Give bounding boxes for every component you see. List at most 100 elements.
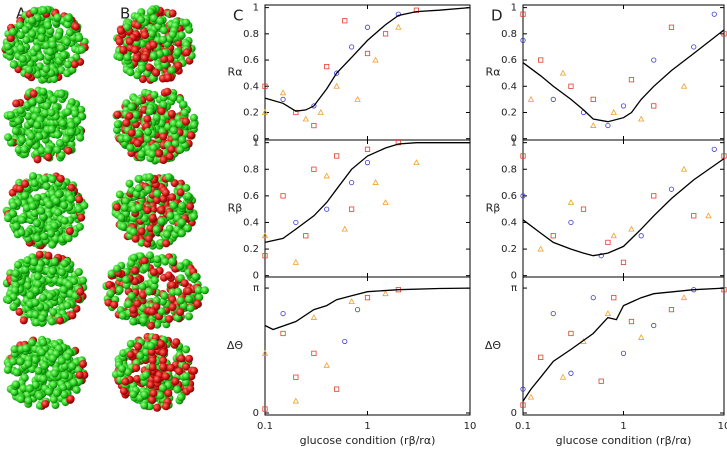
cell bbox=[19, 384, 28, 393]
cell bbox=[40, 232, 49, 241]
cell bbox=[39, 87, 48, 96]
cell bbox=[22, 35, 31, 44]
point bbox=[341, 225, 348, 232]
cell bbox=[17, 228, 26, 237]
cell bbox=[3, 42, 12, 51]
point bbox=[705, 212, 712, 219]
cell bbox=[18, 54, 27, 63]
cell bbox=[159, 35, 168, 44]
cell bbox=[147, 347, 156, 356]
cell bbox=[10, 345, 19, 354]
cell bbox=[44, 21, 52, 30]
point bbox=[311, 350, 317, 356]
cell bbox=[150, 90, 159, 99]
point bbox=[280, 330, 286, 337]
point bbox=[310, 314, 318, 320]
point bbox=[348, 298, 355, 305]
cell bbox=[148, 356, 157, 365]
point bbox=[721, 287, 727, 293]
mean-line bbox=[522, 158, 725, 257]
cell bbox=[119, 46, 128, 54]
cell bbox=[59, 285, 68, 294]
cell bbox=[42, 41, 51, 50]
cell bbox=[182, 183, 191, 192]
point bbox=[520, 11, 526, 17]
cell bbox=[45, 292, 54, 301]
point bbox=[598, 253, 604, 259]
point bbox=[261, 232, 269, 239]
cell bbox=[36, 52, 45, 61]
cell bbox=[149, 389, 158, 398]
cell bbox=[48, 267, 57, 275]
cell bbox=[174, 61, 183, 70]
cell bbox=[164, 389, 173, 398]
point bbox=[550, 96, 556, 102]
cell bbox=[125, 37, 134, 46]
cell bbox=[39, 338, 48, 347]
cell bbox=[126, 143, 135, 152]
cell bbox=[6, 111, 15, 120]
point bbox=[311, 166, 317, 172]
y-tick-label: 0.4 bbox=[243, 217, 259, 228]
cell bbox=[75, 195, 84, 204]
y-tick-label: 0.2 bbox=[243, 244, 259, 255]
point bbox=[668, 186, 675, 192]
cell bbox=[24, 359, 33, 368]
cell bbox=[105, 280, 114, 289]
point bbox=[364, 24, 371, 30]
cell bbox=[79, 360, 87, 368]
cell bbox=[159, 348, 168, 357]
cell bbox=[159, 363, 168, 372]
cell bbox=[30, 6, 39, 15]
point bbox=[262, 253, 268, 259]
cell bbox=[75, 371, 84, 379]
cell bbox=[127, 128, 136, 137]
cell bbox=[122, 119, 131, 127]
y-tick-label: 0.6 bbox=[243, 55, 259, 66]
point bbox=[349, 44, 355, 50]
cell bbox=[11, 127, 20, 135]
cell bbox=[23, 256, 32, 265]
x-tick-label: 0.1 bbox=[257, 421, 273, 432]
cell bbox=[164, 73, 173, 82]
cell bbox=[48, 40, 57, 49]
cell bbox=[21, 265, 30, 274]
cell bbox=[60, 390, 69, 399]
cell bbox=[190, 366, 198, 375]
cell bbox=[146, 251, 154, 260]
cell bbox=[132, 364, 141, 373]
cell bbox=[40, 174, 49, 183]
point bbox=[527, 95, 535, 102]
cell bbox=[180, 279, 189, 288]
cell bbox=[185, 354, 194, 363]
y-tick-label: π bbox=[511, 283, 517, 294]
cell bbox=[169, 126, 178, 135]
point bbox=[280, 193, 286, 199]
cell bbox=[48, 240, 57, 249]
cell bbox=[40, 361, 49, 370]
point bbox=[721, 153, 727, 159]
cell bbox=[115, 53, 124, 61]
cell bbox=[131, 234, 140, 243]
y-tick-label: 0.6 bbox=[243, 191, 259, 202]
point bbox=[311, 122, 317, 129]
cell bbox=[134, 97, 143, 106]
cell bbox=[60, 201, 69, 210]
cell bbox=[189, 113, 198, 122]
point bbox=[311, 103, 317, 109]
y-tick-label: 0.6 bbox=[501, 55, 517, 66]
cell bbox=[28, 202, 37, 211]
x-tick-label: 10 bbox=[718, 421, 727, 432]
cell bbox=[147, 341, 156, 350]
point bbox=[413, 7, 420, 13]
cell bbox=[145, 63, 154, 72]
cell bbox=[186, 304, 195, 313]
cell bbox=[39, 293, 47, 302]
cell bbox=[28, 98, 37, 107]
plot-frame bbox=[522, 4, 725, 141]
mean-line bbox=[264, 287, 471, 331]
cell bbox=[148, 307, 157, 316]
y-tick-label: 0.2 bbox=[243, 107, 259, 118]
cell bbox=[115, 286, 124, 294]
cell bbox=[176, 308, 185, 316]
